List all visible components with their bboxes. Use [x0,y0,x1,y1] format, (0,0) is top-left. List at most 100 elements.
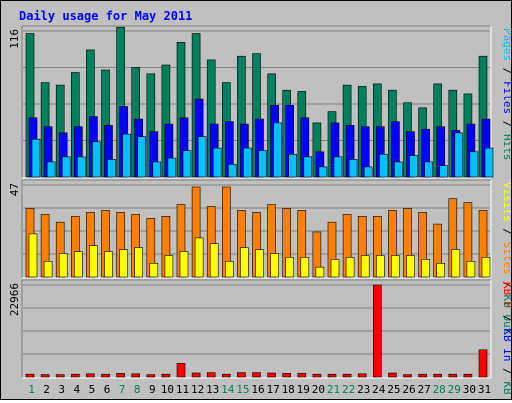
legend-entry: / [501,309,511,329]
bar-kbf-day-5 [86,373,95,378]
day-label-16: 16 [251,383,264,396]
day-label-13: 13 [206,383,219,396]
day-label-5: 5 [89,383,96,396]
bar-pages-day-19 [303,156,313,178]
day-label-17: 17 [266,383,279,396]
bar-pages-day-21 [333,156,343,178]
bar-kbf-day-13 [206,372,216,378]
bar-pages-day-22 [348,159,358,178]
bar-kbf-day-28 [433,373,443,378]
bar-visits-day-24 [375,255,385,278]
legend-entry: / [501,275,511,295]
day-label-3: 3 [58,383,65,396]
bar-visits-day-11 [179,251,189,278]
bar-kbf-day-30 [463,373,473,378]
bar-kbf-day-19 [297,373,307,378]
bar-visits-day-31 [481,257,491,278]
bar-kbf-day-9 [146,374,156,378]
bar-visits-day-22 [345,257,355,278]
bar-kbf-day-3 [55,374,65,378]
panel-visits-sites-kbout: 47 Visits / Sites / KB Out [8,179,512,334]
bar-visits-day-7 [119,249,128,278]
bar-visits-day-10 [164,255,174,278]
bar-kbf-day-16 [252,372,261,378]
bar-kbf-day-1 [25,373,35,378]
day-label-6: 6 [104,383,111,396]
bar-kbf-day-7 [116,373,125,378]
bar-kbf-day-20 [312,373,322,378]
bar-pages-day-4 [77,156,86,178]
bar-pages-day-27 [424,161,433,178]
chart-title: Daily usage for May 2011 [19,9,192,23]
bar-pages-day-5 [92,141,101,178]
series-legend: Visits / Sites / KB Out [501,182,511,334]
day-label-20: 20 [312,383,325,396]
axis-max-label: 116 [8,29,21,49]
day-label-31: 31 [478,383,491,396]
bar-kbf-day-23 [357,373,367,378]
axis-max-label: 22966 [8,283,21,316]
bar-pages-day-13 [212,147,222,178]
bar-visits-day-19 [300,257,310,278]
day-label-11: 11 [176,383,189,396]
bar-kbf-day-8 [131,373,140,378]
bar-visits-day-14 [225,260,234,278]
legend-entry: Files [501,81,511,114]
bar-visits-day-1 [28,233,38,278]
legend-entry: / [501,61,511,81]
plot-area [22,280,491,378]
panel-kbf-kbin-kbout: 22966 KB F / KB In / KB Out [8,279,512,403]
bar-visits-day-28 [436,262,446,278]
day-label-7: 7 [119,383,126,396]
bar-visits-day-30 [466,260,476,278]
bar-visits-day-3 [58,253,68,278]
day-label-25: 25 [387,383,400,396]
bar-pages-day-18 [288,154,298,178]
bar-kbf-day-18 [282,373,292,378]
bar-visits-day-15 [240,247,249,278]
bar-pages-day-20 [318,166,328,178]
bar-pages-day-15 [243,147,252,178]
day-label-9: 9 [149,383,156,396]
bar-visits-day-5 [89,245,98,278]
bar-visits-day-2 [43,260,53,278]
day-label-26: 26 [402,383,415,396]
bar-visits-day-13 [209,243,219,278]
bar-kbf-day-27 [418,373,427,378]
bar-visits-day-16 [255,249,264,278]
bar-kbf-day-2 [40,374,50,378]
legend-entry: / [501,222,511,242]
bar-pages-day-26 [409,155,418,178]
day-label-29: 29 [448,383,461,396]
bar-pages-day-11 [182,150,192,178]
bar-pages-day-25 [394,161,403,178]
bar-pages-day-23 [363,166,373,178]
day-label-10: 10 [161,383,174,396]
day-label-28: 28 [433,383,446,396]
bar-visits-day-27 [421,259,430,278]
bar-visits-day-25 [391,255,400,278]
bar-pages-day-17 [273,122,282,178]
bar-kbf-day-11 [176,363,186,378]
bar-pages-day-24 [378,154,388,178]
bar-kbf-day-17 [267,372,276,378]
bar-kbf-day-22 [342,373,352,378]
bar-kbf-day-21 [327,373,337,378]
bar-kbf-day-14 [222,373,231,378]
bar-visits-day-26 [406,255,415,278]
bar-visits-day-4 [74,251,83,278]
legend-entry: Visits [501,182,511,222]
bar-kbf-day-10 [161,373,171,378]
day-label-30: 30 [463,383,476,396]
bar-pages-day-28 [439,165,449,178]
bar-pages-day-9 [152,161,162,178]
bar-kbf-day-31 [478,349,488,378]
bar-kbf-day-15 [237,372,246,378]
bar-pages-day-31 [484,147,494,178]
bar-visits-day-8 [134,247,143,278]
bar-pages-day-14 [228,164,237,178]
series-legend: Pages / Files / Hits [501,28,511,161]
day-label-19: 19 [297,383,310,396]
